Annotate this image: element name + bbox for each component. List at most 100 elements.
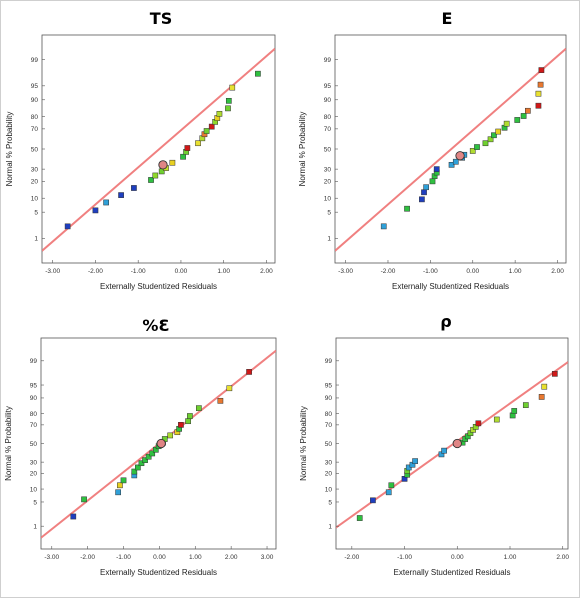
reference-line	[42, 47, 275, 252]
chart-title: TS	[150, 9, 172, 28]
y-tick-label: 50	[30, 441, 38, 448]
y-tick-label: 99	[30, 358, 38, 365]
data-point	[148, 177, 154, 183]
x-tick-label: -2.00	[344, 554, 359, 561]
data-point	[370, 497, 376, 504]
y-tick-label: 10	[30, 486, 38, 493]
data-point	[145, 453, 152, 460]
x-tick-label: 3.00	[261, 554, 274, 561]
data-point	[118, 192, 124, 198]
data-point	[537, 81, 544, 88]
x-tick-label: 1.00	[509, 268, 522, 275]
y-axis-label: Normal % Probability	[298, 112, 307, 187]
data-point	[503, 120, 510, 127]
y-tick-label: 90	[324, 97, 332, 104]
data-point	[380, 223, 387, 230]
y-tick-label: 1	[34, 236, 38, 243]
data-point	[103, 199, 109, 206]
data-point	[441, 447, 447, 454]
data-point	[423, 184, 429, 191]
data-point	[388, 482, 395, 489]
y-tick-label: 95	[31, 83, 39, 90]
y-tick-label: 10	[324, 196, 332, 203]
x-tick-label: -2.00	[88, 268, 103, 275]
x-axis-label: Externally Studentized Residuals	[392, 282, 509, 291]
data-point	[131, 185, 137, 191]
data-point	[92, 207, 99, 214]
y-tick-label: 10	[325, 486, 333, 493]
y-tick-label: 70	[30, 422, 38, 429]
data-point	[482, 140, 489, 147]
data-point	[225, 105, 231, 112]
y-tick-label: 70	[324, 126, 332, 133]
y-tick-label: 50	[325, 441, 333, 448]
data-point	[511, 408, 518, 414]
x-tick-label: 2.00	[260, 268, 273, 275]
data-point	[421, 189, 427, 196]
data-point	[226, 385, 233, 392]
x-tick-label: -1.00	[116, 554, 131, 561]
data-point	[491, 132, 497, 139]
data-point	[412, 458, 418, 464]
x-tick-label: 0.00	[451, 554, 464, 561]
data-point	[180, 153, 186, 160]
y-axis-label: Normal % Probability	[299, 406, 308, 481]
data-point	[203, 128, 210, 134]
x-tick-label: -2.00	[80, 554, 95, 561]
y-tick-label: 70	[31, 126, 39, 133]
y-tick-label: 1	[33, 523, 37, 530]
data-point	[452, 158, 459, 165]
data-point	[120, 477, 127, 484]
y-axis-label: Normal % Probability	[5, 112, 14, 187]
chart-title: E	[442, 9, 453, 28]
data-point	[142, 457, 148, 463]
chart-panel-4: ρ 1 5 10 20 30 50 70 80 90 95 99 -2.00 -1.00 0.00 1.00 2…	[299, 312, 569, 577]
data-point	[167, 432, 174, 439]
chart-panel-1: TS 1 5 10 20 30 50 70 80 90 95 99 -3.00 -2.00 -1.00 0.0…	[5, 9, 276, 291]
y-tick-label: 95	[324, 83, 332, 90]
y-tick-label: 5	[34, 209, 38, 216]
data-point	[152, 172, 159, 179]
data-point	[229, 84, 236, 91]
data-point	[493, 416, 500, 423]
data-point	[152, 446, 159, 453]
y-tick-label: 1	[328, 523, 332, 530]
data-point	[385, 489, 392, 496]
y-tick-label: 1	[327, 236, 331, 243]
x-tick-label: -1.00	[131, 268, 146, 275]
y-tick-label: 99	[324, 57, 332, 64]
x-tick-label: 2.00	[551, 268, 564, 275]
y-tick-label: 5	[327, 209, 331, 216]
y-tick-label: 50	[324, 146, 332, 153]
y-tick-label: 30	[31, 166, 39, 173]
data-point	[495, 128, 502, 135]
data-point	[131, 468, 138, 475]
data-point	[117, 482, 123, 489]
y-tick-label: 90	[31, 97, 39, 104]
data-point	[419, 196, 425, 203]
y-tick-label: 95	[30, 382, 38, 389]
data-point	[255, 70, 261, 77]
data-point	[487, 136, 494, 143]
x-tick-label: 0.00	[175, 268, 188, 275]
y-tick-label: 99	[31, 57, 39, 64]
y-tick-label: 20	[324, 179, 332, 186]
plot-frame	[335, 337, 569, 550]
data-point	[356, 515, 363, 521]
data-point	[433, 166, 440, 172]
x-tick-label: 2.00	[556, 554, 569, 561]
x-tick-label: -3.00	[44, 554, 59, 561]
y-tick-label: 20	[30, 471, 38, 478]
y-tick-label: 50	[31, 146, 39, 153]
data-point	[225, 97, 232, 104]
x-tick-label: 0.00	[153, 554, 166, 561]
data-point	[535, 102, 542, 109]
reference-line	[335, 47, 566, 252]
data-point	[216, 110, 223, 117]
x-tick-label: -2.00	[381, 268, 396, 275]
y-tick-label: 99	[325, 358, 333, 365]
data-point	[246, 369, 252, 375]
y-tick-label: 90	[325, 395, 333, 402]
